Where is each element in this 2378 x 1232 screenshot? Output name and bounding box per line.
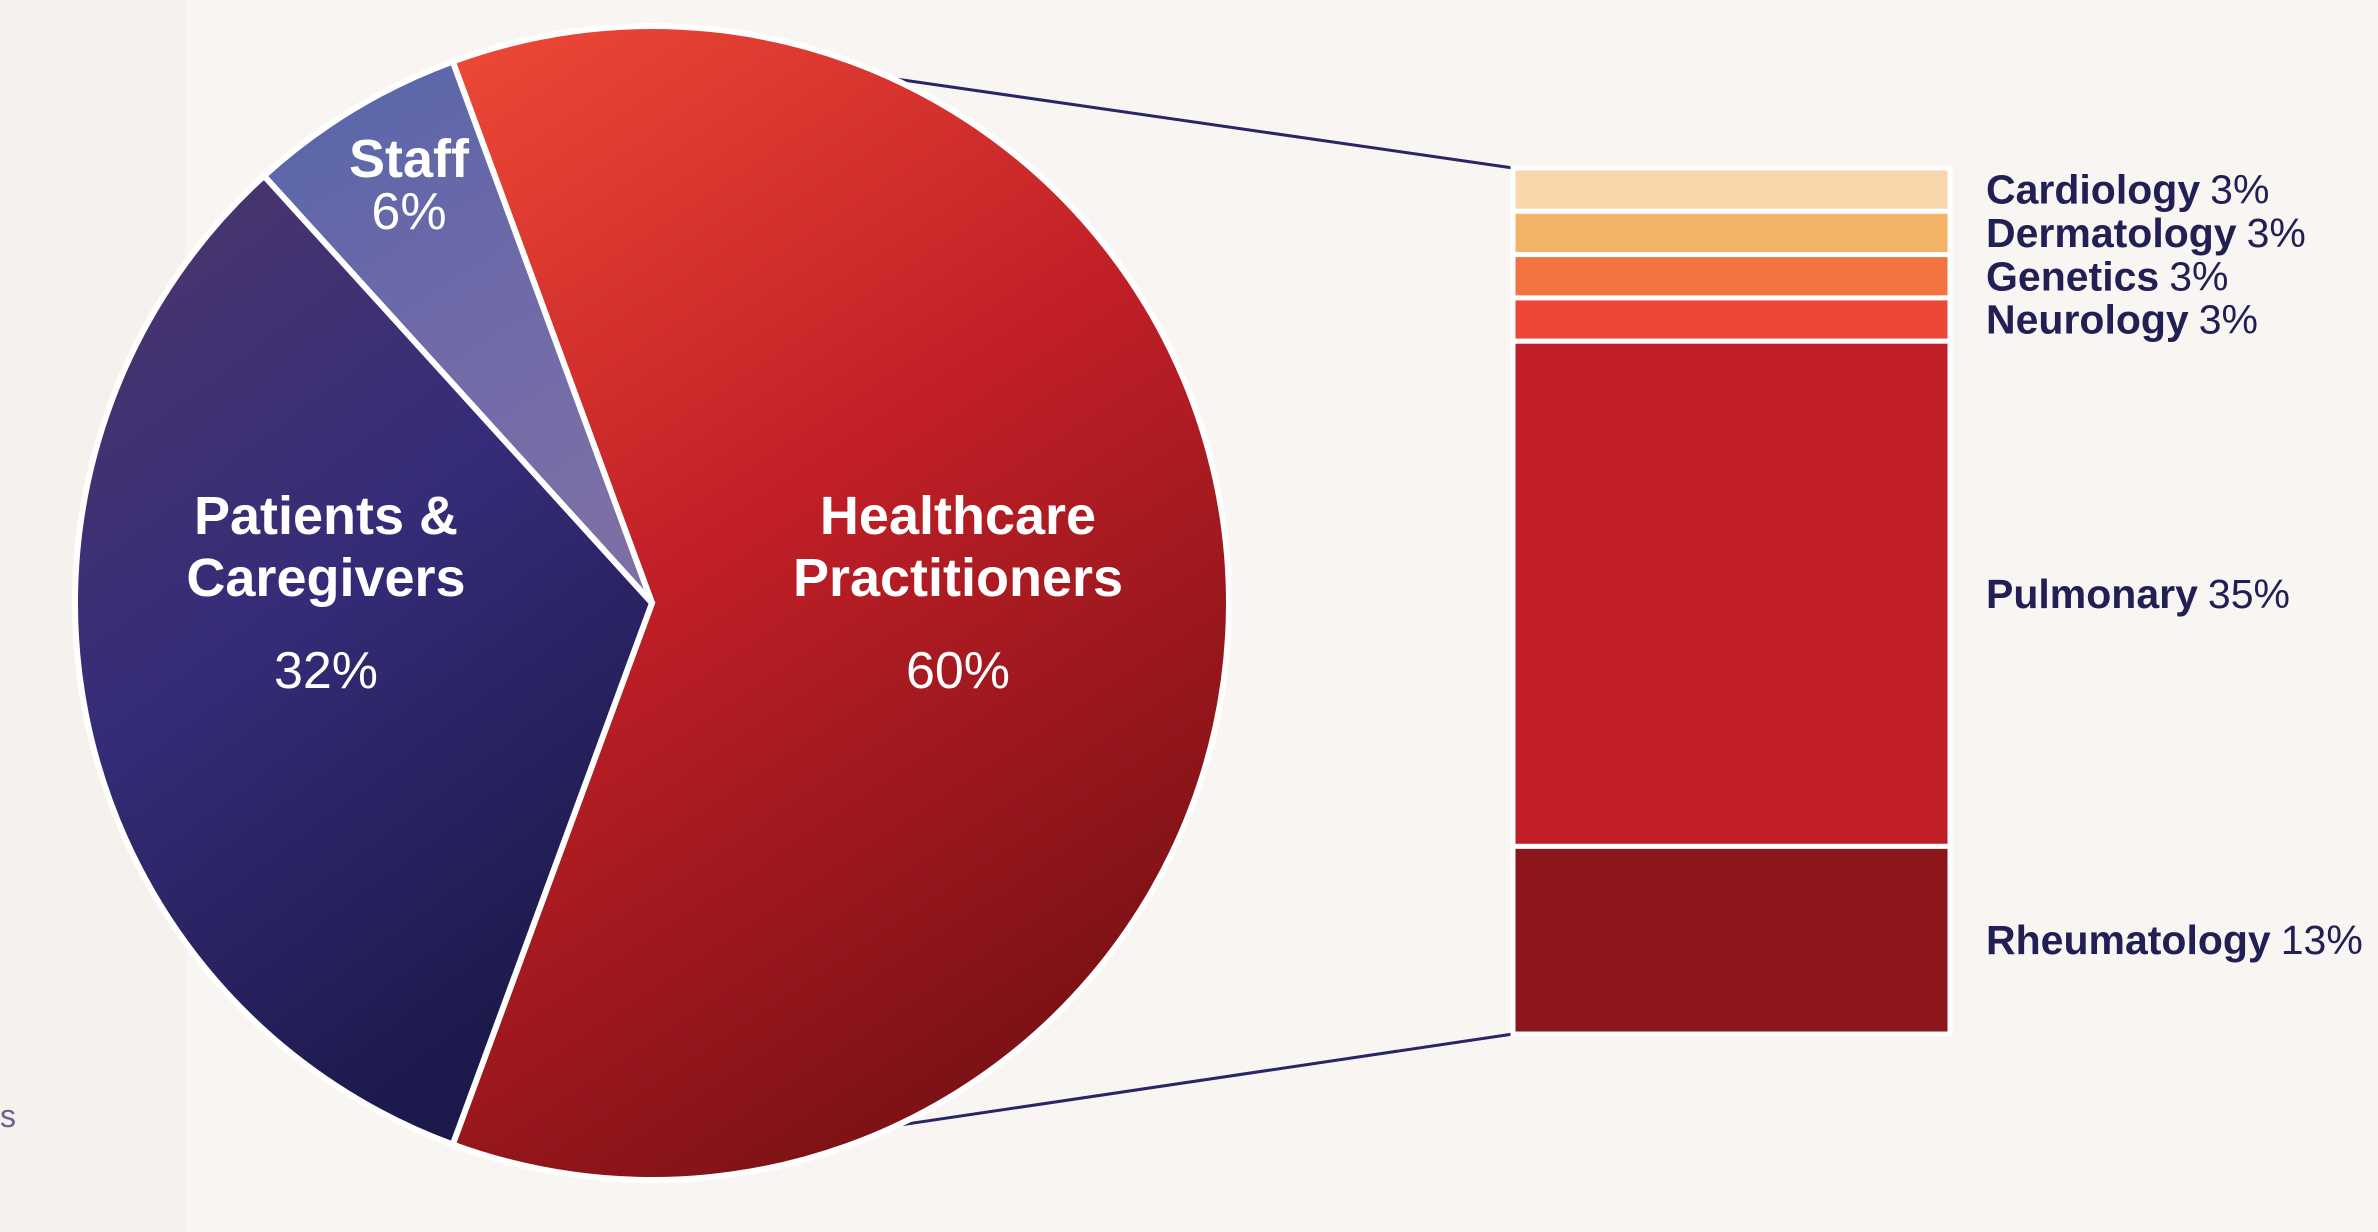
- cropped-side-text: s: [0, 1098, 16, 1134]
- bar-label-rheumatology: Rheumatology 13%: [1986, 917, 2363, 963]
- stacked-bar-labels: Cardiology 3%Dermatology 3%Genetics 3%Neuro…: [1986, 167, 2363, 964]
- bar-segment-rheumatology: [1510, 843, 1953, 1037]
- bar-label-genetics: Genetics 3%: [1986, 253, 2228, 299]
- bar-label-pulmonary: Pulmonary 35%: [1986, 571, 2290, 617]
- bar-label-dermatology: Dermatology 3%: [1986, 210, 2306, 256]
- bar-label-neurology: Neurology 3%: [1986, 297, 2258, 343]
- pie-label-patients-and-caregivers-line-2: Caregivers: [186, 548, 465, 608]
- pie-slice-healthcare-practitioners: [448, 23, 1232, 1183]
- pie-value-healthcare-practitioners: 60%: [906, 642, 1010, 700]
- pie-label-healthcare-practitioners-line-2: Practitioners: [793, 548, 1123, 608]
- bar-segment-cardiology: [1510, 165, 1953, 214]
- bar-segment-dermatology: [1510, 208, 1953, 258]
- pie-slice-patients-and-caregivers: [72, 171, 656, 1149]
- pie-value-staff: 6%: [371, 183, 446, 241]
- pie-value-patients-and-caregivers: 32%: [274, 642, 378, 700]
- bar-segment-genetics: [1510, 252, 1953, 301]
- stacked-bar: [1510, 165, 1953, 1037]
- bar-segment-neurology: [1510, 295, 1953, 344]
- bar-segment-pulmonary: [1510, 338, 1953, 849]
- bar-label-cardiology: Cardiology 3%: [1986, 167, 2269, 213]
- pie-label-healthcare-practitioners-line-1: Healthcare: [820, 486, 1096, 546]
- pie-chart: [72, 23, 1232, 1183]
- pie-label-staff-line-1: Staff: [349, 129, 470, 189]
- pie-slice-staff: [259, 57, 655, 606]
- pie-label-patients-and-caregivers-line-1: Patients &: [194, 486, 458, 546]
